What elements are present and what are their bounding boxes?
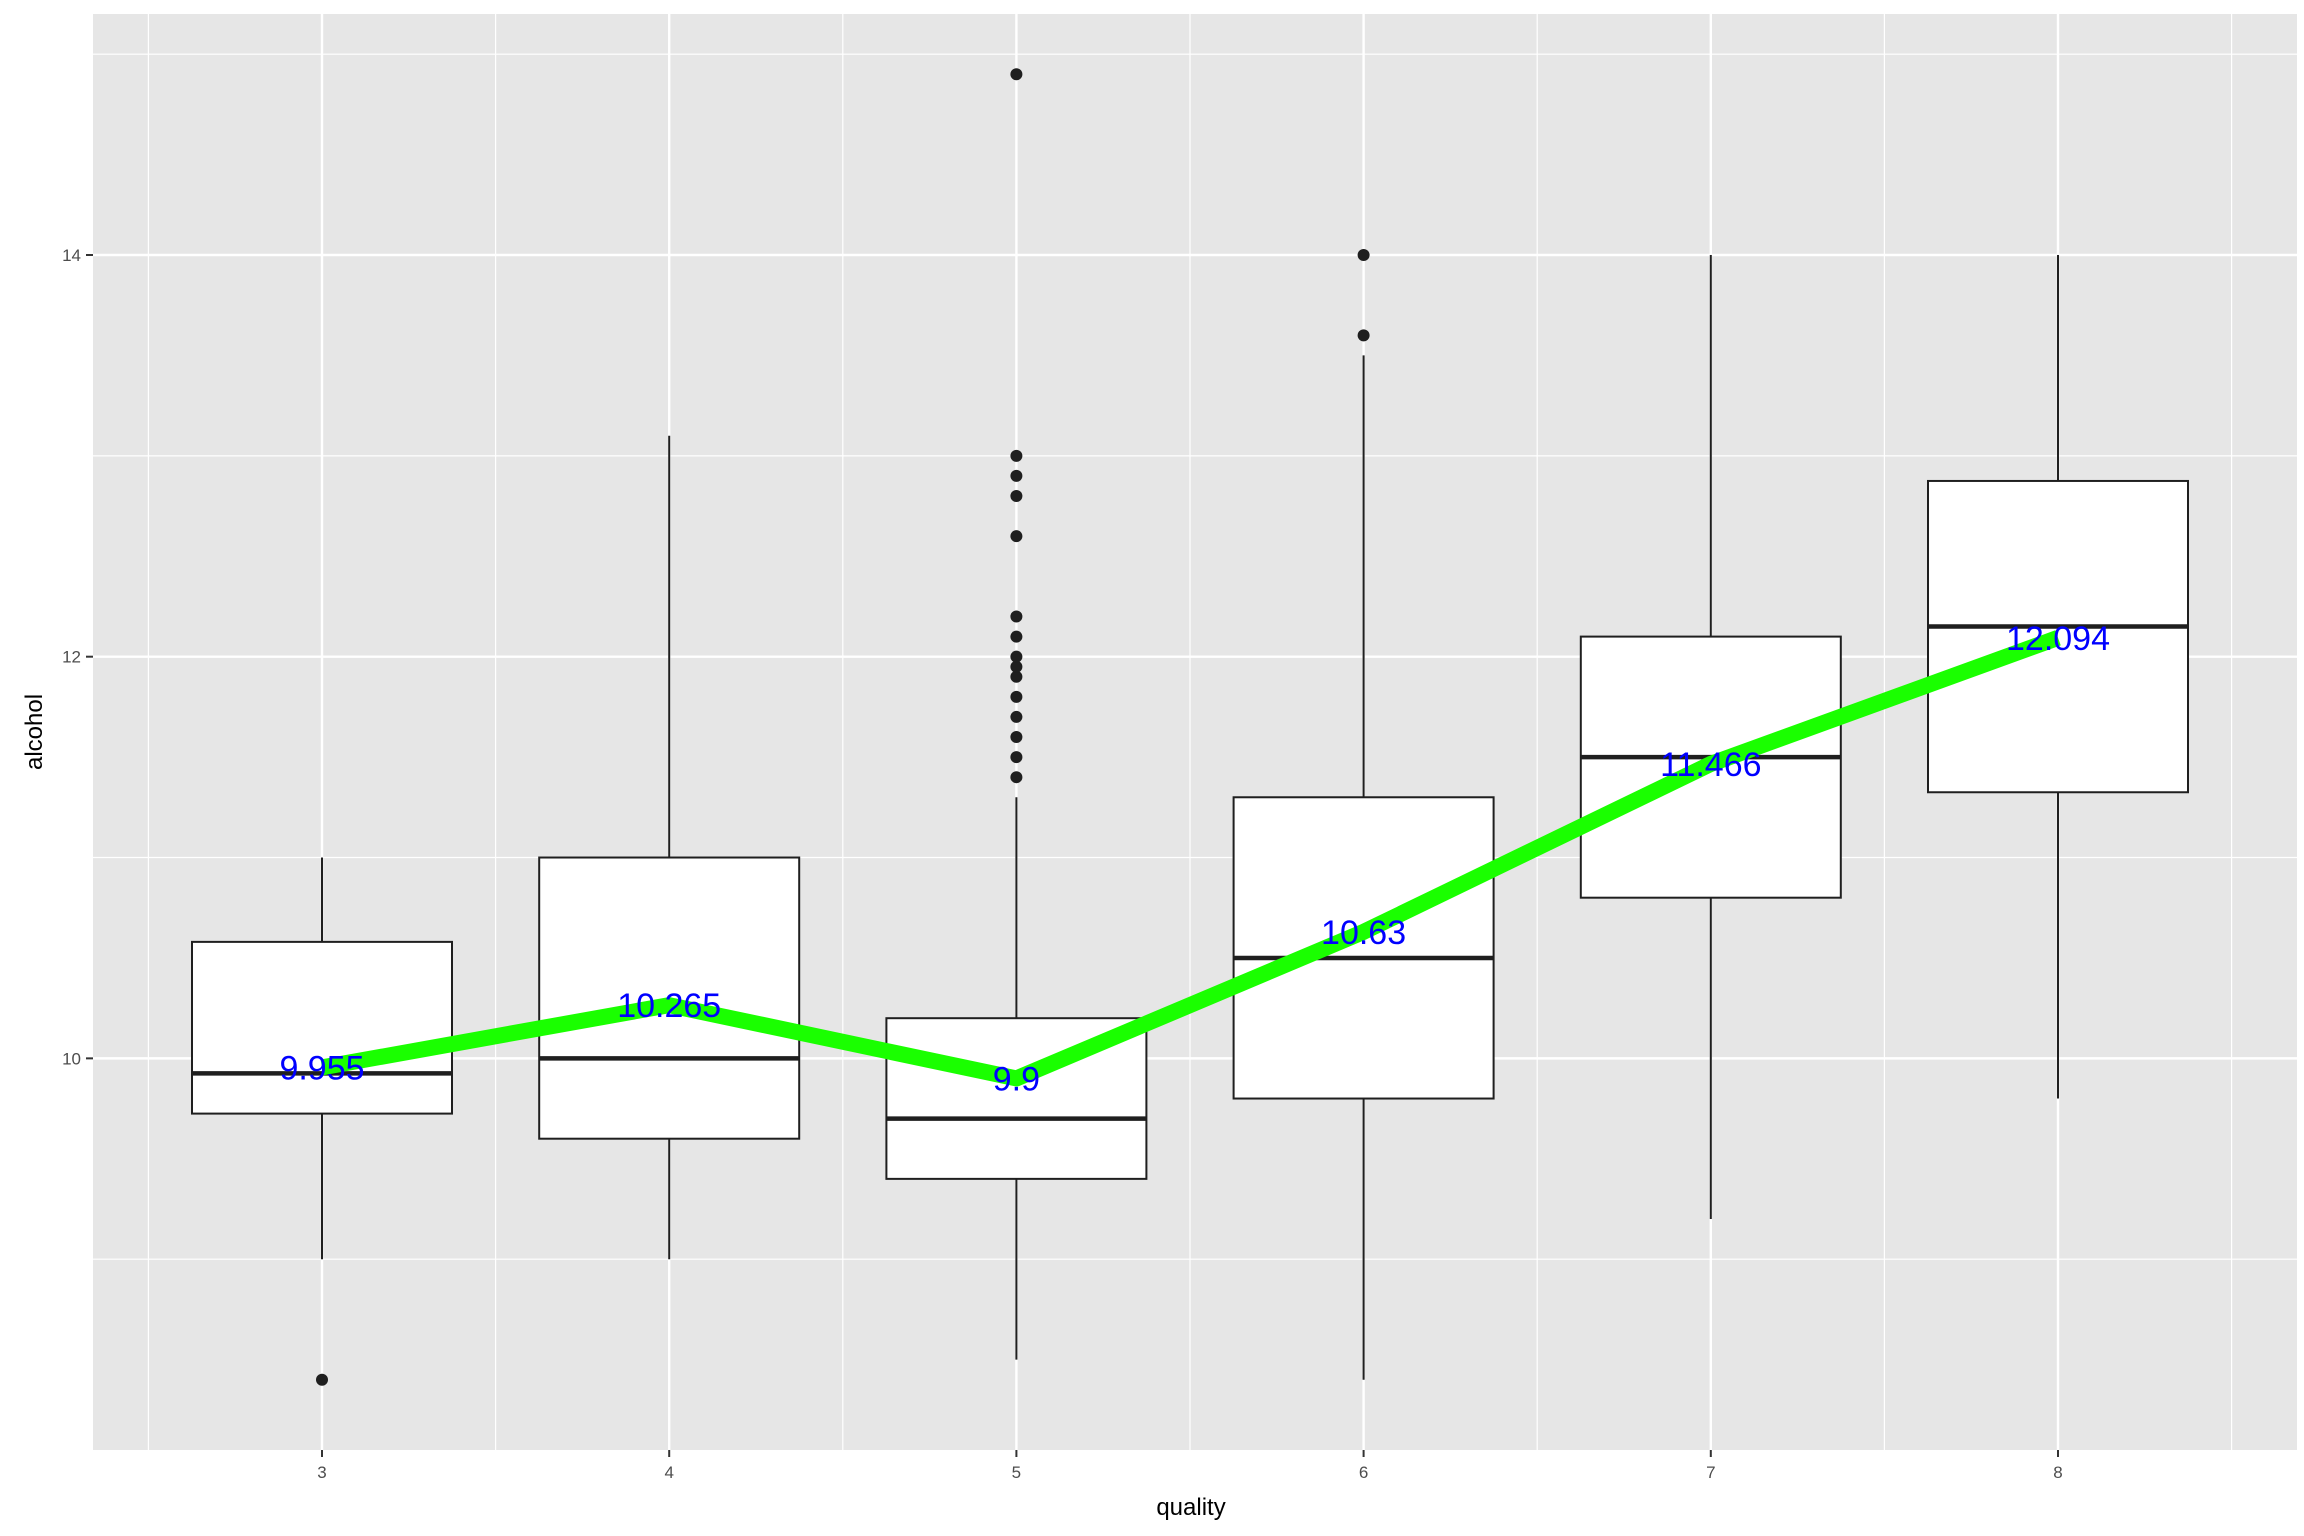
x-tick-label: 8: [2053, 1463, 2062, 1482]
outlier-point: [1010, 710, 1023, 723]
box: [1927, 479, 2189, 794]
outlier-point: [1010, 490, 1023, 503]
whiskers: [321, 255, 2059, 1380]
outlier-point: [1010, 449, 1023, 462]
outlier-point: [1010, 68, 1023, 81]
box: [191, 940, 453, 1115]
x-tick-label: 5: [1012, 1463, 1021, 1482]
y-axis-title: alcohol: [21, 694, 48, 770]
x-tick-label: 6: [1359, 1463, 1368, 1482]
mean-value-label: 10.63: [1321, 914, 1406, 952]
mean-value-label: 9.955: [279, 1049, 364, 1087]
y-axis-ticks: 10 12 14: [62, 246, 93, 1068]
x-axis-ticks: 3 4 5 6 7 8: [317, 1450, 2063, 1482]
x-axis-title: quality: [1156, 1494, 1225, 1521]
mean-value-label: 9.9: [993, 1060, 1040, 1098]
mean-value-label: 11.466: [1660, 746, 1761, 784]
outlier-point: [316, 1373, 328, 1386]
outlier-point: [1010, 530, 1023, 543]
outlier-point: [1010, 650, 1023, 663]
x-tick-label: 3: [317, 1463, 326, 1482]
box: [1232, 796, 1495, 1100]
mean-annotations: 9.955 10.265 9.9 10.63 11.466 12.094: [279, 620, 2110, 1099]
outlier-point: [1357, 249, 1370, 262]
mean-alcohol-line: [320, 630, 2061, 1087]
outlier-point: [1010, 630, 1023, 643]
x-tick-label: 7: [1706, 1463, 1715, 1482]
outliers: [316, 68, 1370, 1386]
mean-line-layer: [320, 630, 2061, 1087]
y-tick-label: 12: [62, 648, 81, 667]
outlier-point: [1010, 690, 1023, 703]
outlier-point: [1010, 660, 1023, 673]
mean-value-label: 12.094: [2006, 620, 2110, 658]
mean-value-label: 10.265: [617, 987, 721, 1025]
outlier-point: [1357, 329, 1370, 342]
outlier-point: [1010, 751, 1023, 764]
outlier-point: [1010, 610, 1023, 623]
outlier-point: [1010, 469, 1023, 482]
outlier-point: [1010, 731, 1023, 744]
x-tick-label: 4: [664, 1463, 673, 1482]
outlier-point: [1010, 771, 1023, 784]
y-tick-label: 14: [62, 246, 81, 265]
outlier-point: [1010, 670, 1023, 683]
minor-gridlines: [93, 14, 2297, 1450]
y-tick-label: 10: [62, 1049, 81, 1068]
